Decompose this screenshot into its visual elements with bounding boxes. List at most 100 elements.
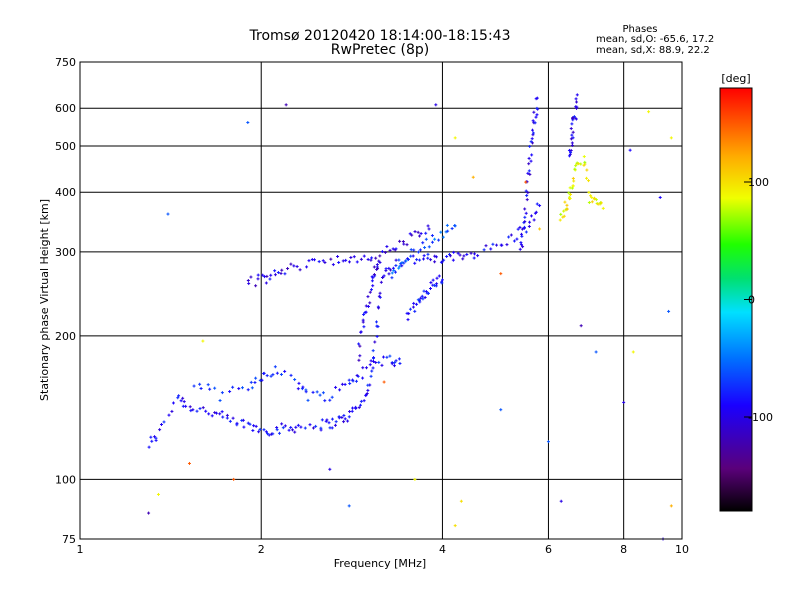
trace-point xyxy=(523,220,527,224)
trace-point xyxy=(220,410,224,414)
trace-point xyxy=(248,422,252,426)
trace-point xyxy=(384,269,388,273)
trace-point xyxy=(296,423,300,427)
trace-point xyxy=(357,342,361,346)
trace-point xyxy=(264,430,268,434)
trace-point xyxy=(362,399,366,403)
trace-point xyxy=(392,268,396,272)
trace-point xyxy=(519,232,523,236)
trace-point xyxy=(570,133,574,137)
trace-point xyxy=(377,360,381,364)
trace-point xyxy=(346,419,350,423)
trace-point xyxy=(519,241,523,245)
trace-point xyxy=(433,260,437,264)
trace-point xyxy=(283,272,287,276)
colorbar-tick-label: 100 xyxy=(748,176,769,189)
x-tick-label: 1 xyxy=(77,543,84,556)
trace-point xyxy=(445,223,449,227)
trace-point xyxy=(538,204,542,208)
trace-point xyxy=(448,254,452,258)
trace-point xyxy=(329,257,333,261)
trace-point xyxy=(312,258,316,262)
trace-point xyxy=(587,179,591,183)
trace-point xyxy=(415,258,419,262)
trace-point xyxy=(421,241,425,245)
trace-point xyxy=(571,116,575,120)
x-tick-label: 2 xyxy=(258,543,265,556)
trace-point xyxy=(524,211,528,215)
trace-point xyxy=(198,382,202,386)
trace-point xyxy=(273,273,277,277)
trace-point xyxy=(319,426,323,430)
trace-point xyxy=(188,405,192,409)
trace-point xyxy=(304,390,308,394)
trace-point xyxy=(321,391,325,395)
trace-point xyxy=(528,220,532,224)
trace-point xyxy=(558,218,562,222)
trace-point xyxy=(476,254,480,258)
trace-point xyxy=(525,194,529,198)
trace-point xyxy=(287,428,291,432)
trace-point xyxy=(273,365,277,369)
scatter-point xyxy=(201,339,205,343)
trace-point xyxy=(527,156,531,160)
trace-point xyxy=(371,349,375,353)
trace-point xyxy=(571,176,575,180)
trace-point xyxy=(424,231,428,235)
trace-point xyxy=(407,312,411,316)
trace-point xyxy=(361,366,365,370)
trace-point xyxy=(323,399,327,403)
trace-point xyxy=(280,422,284,426)
trace-point xyxy=(565,207,569,211)
trace-point xyxy=(512,239,516,243)
trace-point xyxy=(328,398,332,402)
trace-point xyxy=(408,232,412,236)
trace-point xyxy=(354,405,358,409)
scatter-point xyxy=(628,148,632,152)
y-tick-label: 75 xyxy=(62,533,76,546)
trace-point xyxy=(337,261,341,265)
trace-point xyxy=(398,361,402,365)
trace-point xyxy=(570,143,574,147)
trace-point xyxy=(500,243,504,247)
trace-point xyxy=(531,119,535,123)
trace-point xyxy=(378,254,382,258)
trace-point xyxy=(592,197,596,201)
trace-point xyxy=(416,230,420,234)
trace-point xyxy=(527,224,531,228)
trace-point xyxy=(599,201,603,205)
colorbar-tick-label: 0 xyxy=(748,294,755,307)
trace-point xyxy=(594,198,598,202)
trace-point xyxy=(569,150,573,154)
trace-point xyxy=(225,413,229,417)
trace-point xyxy=(262,371,266,375)
trace-point xyxy=(534,210,538,214)
trace-point xyxy=(359,330,363,334)
trace-point xyxy=(585,176,589,180)
trace-point xyxy=(456,251,460,255)
trace-point xyxy=(330,426,334,430)
trace-point xyxy=(375,324,379,328)
trace-point xyxy=(394,359,398,363)
trace-point xyxy=(440,281,444,285)
trace-point xyxy=(418,300,422,304)
trace-point xyxy=(575,106,579,110)
trace-point xyxy=(275,371,279,375)
trace-point xyxy=(366,383,370,387)
trace-point xyxy=(162,420,166,424)
trace-point xyxy=(439,230,443,234)
trace-point xyxy=(201,406,205,410)
trace-point xyxy=(402,261,406,265)
trace-point xyxy=(380,250,384,254)
trace-point xyxy=(535,113,539,117)
trace-point xyxy=(575,93,579,97)
trace-point xyxy=(199,386,203,390)
trace-point xyxy=(387,272,391,276)
trace-point xyxy=(299,425,303,429)
trace-point xyxy=(218,399,222,403)
trace-point xyxy=(351,379,355,383)
chart-title: Tromsø 20120420 18:14:00-18:15:43 xyxy=(249,28,511,44)
trace-point xyxy=(458,253,462,257)
trace-point xyxy=(358,403,362,407)
trace-point xyxy=(412,301,416,305)
